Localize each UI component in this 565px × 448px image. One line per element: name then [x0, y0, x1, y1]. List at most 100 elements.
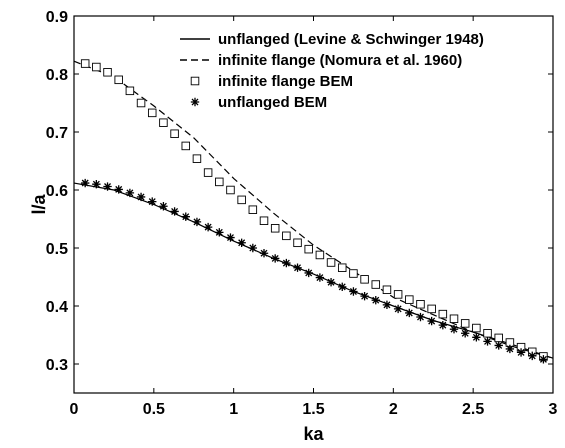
infinite-flange-bem-marker	[416, 300, 425, 309]
infinite-flange-bem-marker	[326, 258, 336, 267]
unflanged-bem-marker	[159, 202, 168, 211]
infinite-flange-bem-marker	[103, 68, 112, 77]
infinite-flange-bem-marker	[393, 290, 403, 299]
unflanged-bem-marker	[326, 278, 336, 287]
x-tick-label: 1	[229, 401, 238, 418]
unflanged-bem-marker	[371, 296, 380, 305]
infinite-flange-bem-marker	[405, 295, 414, 304]
unflanged-bem-marker	[382, 300, 392, 310]
unflanged-bem-marker	[192, 217, 202, 227]
unflanged-bem-marker	[181, 212, 190, 221]
unflanged-bem-marker	[483, 337, 492, 346]
unflanged-bem-marker	[539, 355, 548, 364]
unflanged-bem-marker	[293, 263, 302, 272]
infinite-flange-bem-marker	[259, 216, 269, 225]
unflanged-bem-marker	[215, 228, 224, 237]
legend-entry-label: unflanged BEM	[218, 94, 327, 111]
unflanged-theory-line	[73, 182, 554, 359]
infinite-flange-bem-marker	[427, 304, 436, 314]
infinite-flange-bem-marker	[159, 118, 168, 127]
legend-entry-label: unflanged (Levine & Schwinger 1948)	[218, 31, 484, 48]
unflanged-bem-marker	[460, 329, 470, 338]
unflanged-bem-marker	[203, 222, 213, 232]
legend-entry-label: infinite flange BEM	[218, 73, 353, 90]
unflanged-bem-marker	[505, 344, 515, 354]
unflanged-bem-marker	[270, 254, 280, 263]
unflanged-bem-marker	[80, 178, 90, 188]
unflanged-bem-marker	[349, 287, 358, 296]
infinite-flange-bem-marker	[483, 329, 492, 338]
infinite-flange-bem-marker	[181, 141, 191, 151]
infinite-flange-bem-marker	[147, 108, 157, 118]
infinite-flange-bem-marker	[136, 98, 146, 108]
infinite-flange-bem-marker	[237, 195, 246, 205]
y-tick-label: 0.7	[46, 125, 68, 142]
y-tick-label: 0.4	[46, 299, 68, 316]
unflanged-bem-marker	[304, 268, 313, 278]
infinite-flange-bem-marker	[472, 323, 481, 333]
infinite-flange-bem-marker	[203, 168, 213, 177]
unflanged-bem-marker	[136, 192, 146, 202]
unflanged-bem-marker	[148, 197, 157, 206]
infinite-flange-bem-marker	[304, 244, 313, 254]
unflanged-bem-marker	[103, 182, 112, 191]
unflanged-bem-marker	[248, 243, 258, 253]
infinite-flange-bem-marker	[449, 314, 459, 324]
infinite-flange-bem-marker	[270, 224, 280, 233]
unflanged-bem-marker	[338, 282, 347, 292]
infinite-flange-bem-marker	[315, 250, 325, 260]
x-tick-label: 0	[70, 401, 79, 418]
unflanged-bem-marker	[125, 188, 135, 198]
x-tick-label: 2	[389, 401, 398, 418]
plot-series-layer	[73, 59, 554, 364]
unflanged-bem-marker	[170, 207, 179, 216]
unflanged-bem-marker	[282, 258, 291, 268]
legend-square-sample	[190, 76, 200, 86]
unflanged-bem-marker	[528, 351, 537, 361]
legend-asterisk-sample	[190, 97, 200, 107]
infinite-flange-bem-marker	[382, 285, 392, 295]
infinite-flange-bem-marker	[92, 62, 101, 72]
infinite-flange-bem-marker	[226, 185, 235, 195]
y-axis-label: l/a	[29, 194, 49, 215]
x-tick-label: 2.5	[462, 401, 484, 418]
infinite-flange-bem-marker	[282, 231, 291, 241]
infinite-flange-bem-marker	[438, 309, 448, 319]
x-tick-label: 1.5	[302, 401, 324, 418]
legend-entry-label: infinite flange (Nomura et al. 1960)	[218, 52, 462, 69]
x-tick-label: 3	[549, 401, 558, 418]
infinite-flange-bem-marker	[494, 333, 503, 343]
infinite-flange-bem-marker	[460, 319, 470, 328]
x-tick-label: 0.5	[143, 401, 165, 418]
unflanged-bem-marker	[516, 348, 526, 357]
unflanged-bem-marker	[416, 312, 425, 322]
infinite-flange-bem-marker	[293, 238, 302, 248]
unflanged-bem-marker	[393, 304, 403, 314]
infinite-flange-bem-marker	[360, 275, 369, 284]
infinite-flange-bem-marker	[337, 263, 347, 272]
unflanged-bem-marker	[472, 333, 481, 342]
infinite-flange-bem-marker	[349, 269, 358, 278]
legend: unflanged (Levine & Schwinger 1948) infin…	[180, 31, 484, 111]
infinite-flange-bem-marker	[80, 59, 90, 68]
unflanged-bem-marker	[237, 238, 246, 247]
infinite-flange-bem-marker	[114, 75, 123, 85]
infinite-flange-bem-marker	[371, 280, 381, 289]
unflanged-bem-marker	[226, 233, 235, 242]
infinite-flange-bem-marker	[192, 154, 202, 163]
unflanged-bem-marker	[114, 185, 123, 194]
infinite-flange-bem-marker	[170, 129, 179, 138]
infinite-flange-bem-marker	[215, 177, 224, 187]
unflanged-bem-marker	[315, 273, 325, 282]
unflanged-bem-marker	[449, 325, 459, 334]
unflanged-bem-marker	[438, 320, 448, 330]
y-tick-label: 0.3	[46, 357, 68, 374]
unflanged-bem-marker	[259, 249, 269, 258]
unflanged-bem-marker	[405, 308, 414, 318]
unflanged-bem-marker	[494, 341, 503, 350]
unflanged-bem-marker	[360, 291, 369, 301]
axis-ticks-layer: 0 0.5 1 1.5 2 2.5 3 0.3 0.4 0.5 0.6 0.7 0.8 0.9	[46, 9, 558, 418]
infinite-flange-bem-marker	[248, 205, 258, 214]
